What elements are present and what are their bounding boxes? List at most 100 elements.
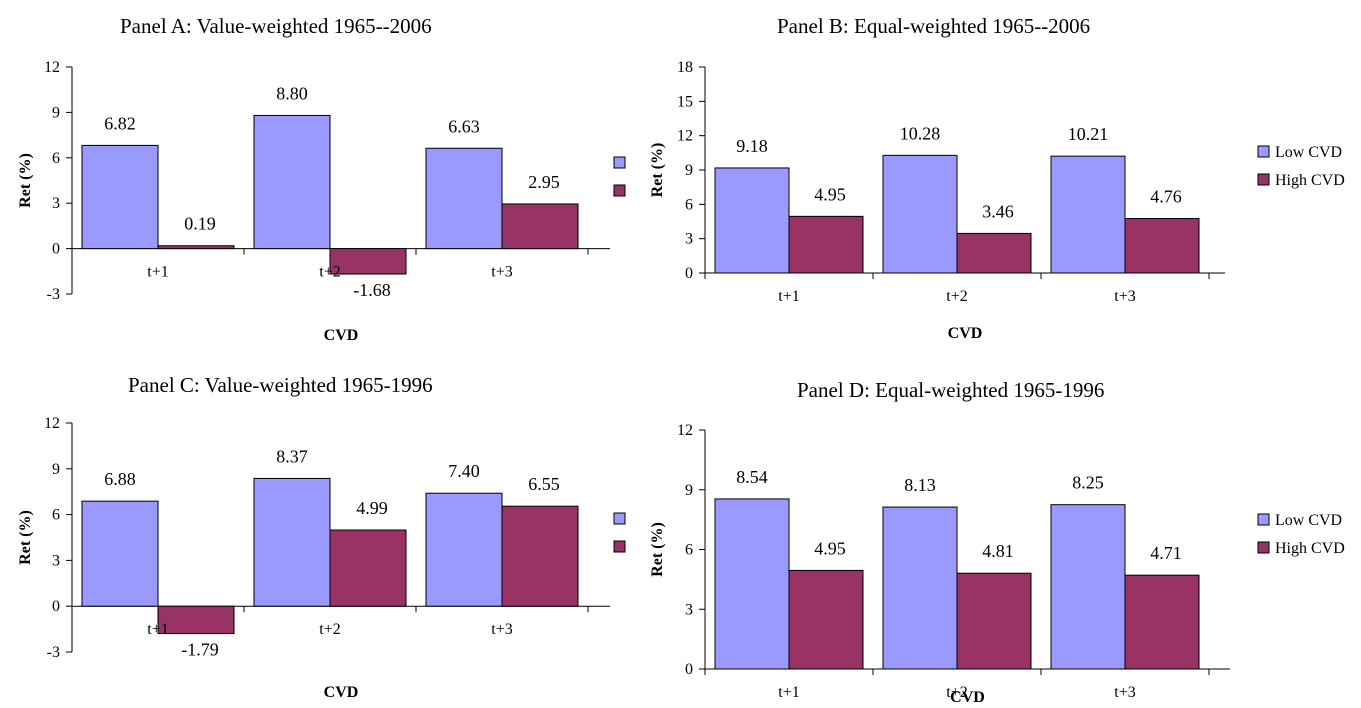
panel-b-bar-high <box>956 232 1032 274</box>
panel-d-bar-low <box>714 498 790 670</box>
panel-c-data-label: 4.99 <box>356 498 388 518</box>
panel-c-data-label: -1.79 <box>181 640 219 660</box>
panel-d-bar-low <box>882 506 958 670</box>
panel-b-y-tick-label: 6 <box>685 196 693 213</box>
panel-d-y-tick-label: 9 <box>685 482 693 499</box>
panel-a-data-label: 6.82 <box>104 113 136 133</box>
panel-c-title: Panel C: Value-weighted 1965-1996 <box>128 373 433 397</box>
panel-d-x-label: CVD <box>950 689 985 706</box>
panel-c-bar-low <box>81 500 159 607</box>
panel-c-bar-high <box>157 605 235 635</box>
panel-a-bar-low <box>81 144 159 250</box>
panel-b-x-tick-label: t+3 <box>1114 288 1135 305</box>
panel-d-legend-label: High CVD <box>1275 540 1345 557</box>
panel-b-data-label: 10.21 <box>1068 124 1109 144</box>
panel-a-data-label: 2.95 <box>528 172 560 192</box>
panel-a-data-label: 6.63 <box>448 116 480 136</box>
panel-c-y-tick-label: 6 <box>52 507 60 524</box>
panel-b-bar-high <box>1124 218 1200 274</box>
panel-d-x-tick-label: t+3 <box>1114 684 1135 701</box>
panel-b-legend-label: High CVD <box>1275 172 1345 189</box>
panel-d-bar-low <box>1050 504 1126 670</box>
panel-c-bar-low <box>425 492 503 607</box>
panel-b-bar-low <box>882 154 958 274</box>
panel-b-x-tick-label: t+1 <box>778 288 799 305</box>
panel-b-x-tick-label: t+2 <box>946 288 967 305</box>
panel-d-legend-label: Low CVD <box>1275 512 1342 529</box>
panel-a-y-label: Ret (%) <box>17 153 34 208</box>
panel-b-legend-swatch-low <box>1257 145 1270 158</box>
panel-a-x-tick-label: t+1 <box>147 264 168 281</box>
panel-c-data-label: 8.37 <box>276 446 308 466</box>
panel-d-y-tick-label: 6 <box>685 542 693 559</box>
panel-a-x-label: CVD <box>324 327 359 344</box>
panel-a-y-tick-label: 12 <box>44 59 60 76</box>
panel-b-bar-high <box>788 215 864 274</box>
panel-a-bar-high <box>157 245 235 250</box>
panel-a-data-label: -1.68 <box>353 280 391 300</box>
panel-c-data-label: 6.88 <box>104 469 136 489</box>
panel-b-y-tick-label: 18 <box>677 59 693 76</box>
panel-d-data-label: 8.25 <box>1072 473 1104 493</box>
panel-d-y-tick-label: 0 <box>685 661 693 678</box>
panel-b-data-label: 4.95 <box>814 184 846 204</box>
panel-a-data-label: 0.19 <box>184 214 216 234</box>
panel-d-legend-swatch-low <box>1257 513 1270 526</box>
panel-c-x-tick-label: t+3 <box>491 621 512 638</box>
panel-c-legend-swatch-high <box>613 540 626 553</box>
panel-c-x-tick-label: t+2 <box>319 621 340 638</box>
panel-b-data-label: 10.28 <box>900 123 941 143</box>
panel-b-legend-swatch-high <box>1257 173 1270 186</box>
panel-a-y-tick-label: 9 <box>52 104 60 121</box>
panel-a-y-tick-label: 3 <box>52 195 60 212</box>
panel-d-y-tick-label: 3 <box>685 601 693 618</box>
panel-d-data-label: 4.81 <box>982 541 1014 561</box>
panel-c-data-label: 7.40 <box>448 461 480 481</box>
panel-c-y-tick-label: 3 <box>52 552 60 569</box>
panel-a-y-tick-label: 0 <box>52 241 60 258</box>
panel-b-y-label: Ret (%) <box>649 143 666 198</box>
panel-a-y-tick-label: 6 <box>52 150 60 167</box>
panel-d-x-tick-label: t+2 <box>946 684 967 701</box>
panel-d-data-label: 8.13 <box>904 475 936 495</box>
panel-c-y-tick-label: 12 <box>44 415 60 432</box>
panel-a-bar-low <box>425 147 503 250</box>
panel-b-data-label: 4.76 <box>1150 187 1182 207</box>
panel-b-title: Panel B: Equal-weighted 1965--2006 <box>777 14 1091 38</box>
panel-d-bar-high <box>788 569 864 670</box>
panel-b-y-tick-label: 15 <box>677 93 693 110</box>
panel-a-data-label: 8.80 <box>276 83 308 103</box>
panel-c-y-label: Ret (%) <box>17 510 34 565</box>
panel-c-bar-high <box>329 529 407 607</box>
panel-d-y-label: Ret (%) <box>649 522 666 577</box>
panel-d-legend-swatch-high <box>1257 541 1270 554</box>
panel-c-x-label: CVD <box>324 684 359 701</box>
panel-b-legend-label: Low CVD <box>1275 144 1342 161</box>
panel-c-legend-swatch-low <box>613 512 626 525</box>
panel-a-bar-high <box>501 203 579 250</box>
panel-c-bar-low <box>253 477 331 607</box>
panel-b-y-tick-label: 12 <box>677 128 693 145</box>
panel-a-title: Panel A: Value-weighted 1965--2006 <box>120 14 432 38</box>
panel-d-bar-high <box>956 572 1032 670</box>
panel-b-data-label: 9.18 <box>736 136 768 156</box>
panel-d-data-label: 8.54 <box>736 467 768 487</box>
panel-d-bar-high <box>1124 574 1200 670</box>
panel-a-x-tick-label: t+2 <box>319 264 340 281</box>
panel-a-legend-swatch-low <box>613 156 626 169</box>
panel-b-x-label: CVD <box>948 325 983 342</box>
panel-d-x-tick-label: t+1 <box>778 684 799 701</box>
panel-b-data-label: 3.46 <box>982 201 1014 221</box>
panel-b-bar-low <box>1050 155 1126 274</box>
panel-c-data-label: 6.55 <box>528 474 560 494</box>
panel-c-y-tick-label: 9 <box>52 461 60 478</box>
panel-a-legend-swatch-high <box>613 184 626 197</box>
panel-a-bar-high <box>329 248 407 275</box>
panel-b-bar-low <box>714 167 790 274</box>
panel-b-y-tick-label: 0 <box>685 265 693 282</box>
panel-b-y-tick-label: 9 <box>685 162 693 179</box>
panel-b-y-tick-label: 3 <box>685 231 693 248</box>
panel-a-x-tick-label: t+3 <box>491 264 512 281</box>
panel-d-y-tick-label: 12 <box>677 422 693 439</box>
